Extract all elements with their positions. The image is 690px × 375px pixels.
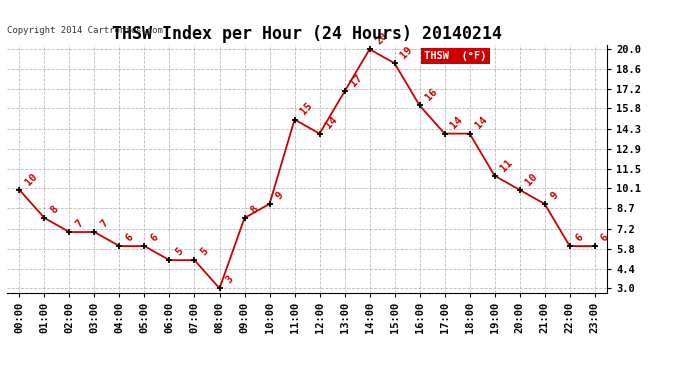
Text: THSW  (°F): THSW (°F) (424, 51, 486, 61)
Text: 19: 19 (399, 45, 415, 60)
Text: 6: 6 (599, 232, 611, 243)
Text: 7: 7 (99, 218, 110, 229)
Title: THSW Index per Hour (24 Hours) 20140214: THSW Index per Hour (24 Hours) 20140214 (112, 26, 502, 44)
Text: 9: 9 (549, 190, 560, 201)
Text: 8: 8 (248, 204, 260, 215)
Text: 10: 10 (524, 171, 540, 187)
Text: 3: 3 (224, 274, 235, 285)
Text: 6: 6 (124, 232, 135, 243)
Text: 14: 14 (448, 115, 464, 131)
Text: 14: 14 (324, 115, 339, 131)
Text: 5: 5 (199, 246, 210, 257)
Text: 9: 9 (274, 190, 285, 201)
Text: 8: 8 (48, 204, 60, 215)
Text: 15: 15 (299, 101, 315, 117)
Text: 14: 14 (474, 115, 490, 131)
Text: 6: 6 (148, 232, 160, 243)
Text: 17: 17 (348, 73, 364, 88)
Text: 20: 20 (374, 30, 390, 46)
Text: 10: 10 (23, 171, 39, 187)
Text: 6: 6 (574, 232, 585, 243)
Text: 7: 7 (74, 218, 85, 229)
Text: 16: 16 (424, 87, 440, 103)
Text: 11: 11 (499, 157, 515, 173)
Text: Copyright 2014 Cartronics.com: Copyright 2014 Cartronics.com (7, 26, 163, 35)
Text: 5: 5 (174, 246, 185, 257)
